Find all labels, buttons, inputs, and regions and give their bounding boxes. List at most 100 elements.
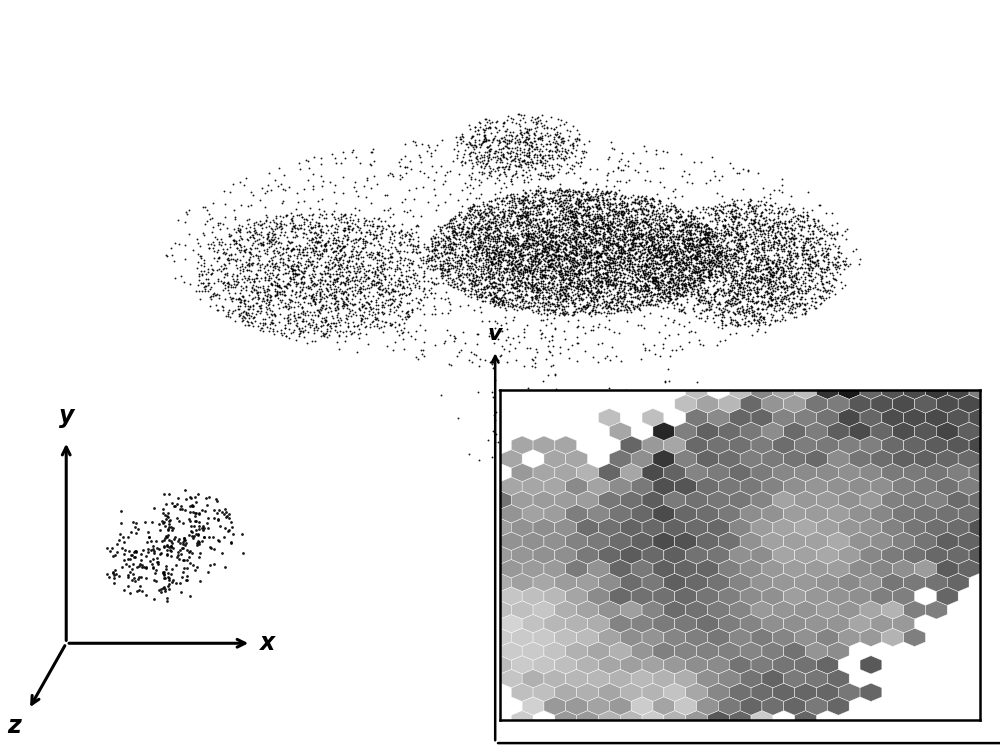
Point xyxy=(636,294,652,306)
Point xyxy=(614,242,630,254)
Point xyxy=(360,338,376,350)
Point xyxy=(128,544,144,556)
Point xyxy=(447,332,463,344)
Point xyxy=(804,255,820,267)
Point xyxy=(810,254,826,266)
Point xyxy=(650,278,666,290)
Point xyxy=(244,286,260,298)
Point xyxy=(818,245,834,257)
Point xyxy=(541,254,557,266)
Point xyxy=(501,268,517,280)
Point xyxy=(415,251,431,263)
Point xyxy=(554,300,570,312)
Point xyxy=(439,268,455,280)
Point xyxy=(706,241,722,253)
Point xyxy=(562,185,578,197)
Point xyxy=(656,252,672,264)
Point xyxy=(735,290,751,302)
Point xyxy=(807,281,823,293)
Point xyxy=(527,213,543,225)
Point xyxy=(580,220,596,232)
Point xyxy=(813,271,829,283)
Point xyxy=(556,254,572,266)
Point xyxy=(515,301,531,313)
Point xyxy=(262,236,278,248)
Point xyxy=(555,211,571,223)
Point xyxy=(622,264,638,276)
Point xyxy=(257,188,273,200)
Point xyxy=(647,282,663,294)
Point xyxy=(541,440,557,452)
Point xyxy=(606,271,622,283)
Point xyxy=(721,305,737,317)
Point xyxy=(438,242,454,254)
Point xyxy=(333,259,349,271)
Point xyxy=(664,298,680,310)
Point xyxy=(575,232,591,244)
Point xyxy=(599,271,615,283)
Point xyxy=(560,344,576,355)
Point xyxy=(495,296,511,307)
Point xyxy=(538,198,554,210)
Point xyxy=(687,210,703,222)
Point xyxy=(534,215,550,227)
Point xyxy=(628,233,644,245)
Point xyxy=(527,290,543,302)
Point xyxy=(756,191,772,203)
Point xyxy=(592,262,608,274)
Point xyxy=(332,270,348,282)
Point xyxy=(790,213,806,225)
Point xyxy=(633,249,649,261)
Point xyxy=(739,260,755,272)
Point xyxy=(441,232,457,244)
Point xyxy=(542,298,558,310)
Point xyxy=(575,209,591,221)
Point xyxy=(749,253,765,265)
Point xyxy=(788,241,804,253)
Point xyxy=(369,262,385,274)
Point xyxy=(353,318,369,330)
Point xyxy=(305,243,321,255)
Point xyxy=(678,226,694,238)
Point xyxy=(259,293,275,305)
Point xyxy=(278,246,294,258)
Point xyxy=(527,271,543,283)
Point xyxy=(487,211,503,223)
Point xyxy=(567,209,583,221)
Point xyxy=(289,209,305,221)
Point xyxy=(736,272,752,284)
Point xyxy=(569,193,585,205)
Point xyxy=(744,271,760,283)
Point xyxy=(599,174,615,186)
Point xyxy=(721,287,737,299)
Point xyxy=(555,294,571,306)
Point xyxy=(503,211,519,223)
Point xyxy=(808,249,824,261)
Point xyxy=(706,235,722,247)
Point xyxy=(497,220,513,232)
Point xyxy=(625,263,641,275)
Point xyxy=(486,211,502,223)
Point xyxy=(490,152,506,164)
Point xyxy=(622,248,638,260)
Point xyxy=(612,267,628,279)
Point xyxy=(533,328,549,340)
Point xyxy=(563,146,579,158)
Point xyxy=(707,310,723,322)
Point xyxy=(408,243,424,255)
Point xyxy=(683,267,699,279)
Point xyxy=(556,287,572,299)
Point xyxy=(747,222,763,234)
Point xyxy=(806,256,822,268)
Point xyxy=(607,186,623,198)
Point xyxy=(566,160,582,172)
Point xyxy=(545,358,561,370)
Point xyxy=(250,286,266,298)
Point xyxy=(509,278,525,290)
Point xyxy=(331,343,347,355)
Point xyxy=(521,140,537,152)
Point xyxy=(653,254,669,266)
Point xyxy=(601,284,617,296)
Point xyxy=(621,246,637,258)
Point xyxy=(583,279,599,291)
